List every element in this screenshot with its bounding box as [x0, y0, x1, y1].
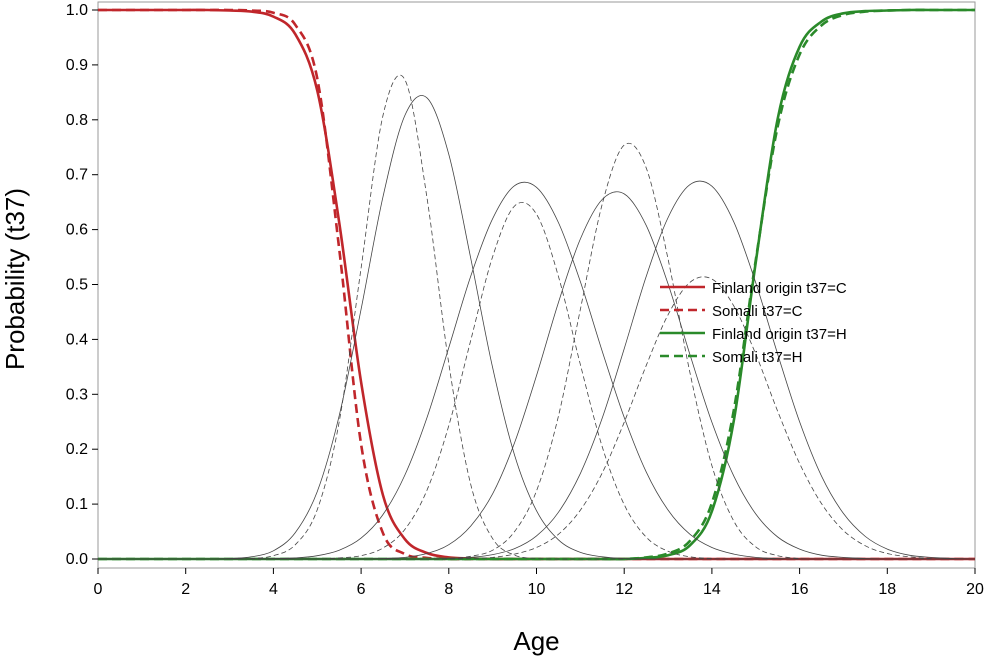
y-tick-label: 0.3: [66, 386, 88, 403]
legend-label: Somali t37=C: [712, 303, 803, 320]
y-tick-label: 0.6: [66, 222, 88, 239]
legend: Finland origin t37=C Somali t37=C Finland …: [660, 280, 847, 366]
x-tick-label: 4: [269, 581, 278, 598]
y-tick-label: 0.2: [66, 441, 88, 458]
y-tick-label: 1.0: [66, 2, 88, 19]
series-line-10: [97, 180, 976, 560]
series-line-5: [97, 74, 975, 560]
x-tick-label: 0: [94, 581, 103, 598]
axes: 0 2 4 6 8 10 12 14 16 18 20 0.0 0.1 0.2 0.3 0.4 0.5 0.6 0.…: [66, 1, 984, 598]
legend-label: Somali t37=H: [712, 349, 802, 366]
x-tick-label: 10: [528, 581, 546, 598]
y-tick-label: 0.7: [66, 167, 88, 184]
x-tick-label: 18: [878, 581, 896, 598]
x-tick-label: 14: [703, 581, 721, 598]
series-line-8: [97, 191, 975, 560]
legend-label: Finland origin t37=H: [712, 326, 847, 343]
x-tick-label: 2: [181, 581, 190, 598]
y-tick-label: 0.0: [66, 551, 88, 568]
y-tick-label: 0.1: [66, 496, 88, 513]
y-axis-title: Probability (t37): [0, 188, 30, 370]
y-tick-label: 0.4: [66, 331, 88, 348]
x-tick-label: 20: [966, 581, 984, 598]
x-tick-label: 16: [791, 581, 809, 598]
series-line-9: [97, 142, 975, 560]
y-tick-label: 0.5: [66, 277, 88, 294]
x-tick-label: 8: [444, 581, 453, 598]
y-tick-label: 0.8: [66, 112, 88, 129]
series-line-6: [97, 181, 975, 560]
y-tick-label: 0.9: [66, 57, 88, 74]
series-line-7: [97, 201, 975, 560]
x-axis-title: Age: [513, 626, 559, 656]
series-line-11: [97, 276, 976, 560]
x-tick-label: 12: [615, 581, 633, 598]
x-tick-label: 6: [357, 581, 366, 598]
legend-label: Finland origin t37=C: [712, 280, 847, 297]
series-lines: [97, 8, 976, 561]
